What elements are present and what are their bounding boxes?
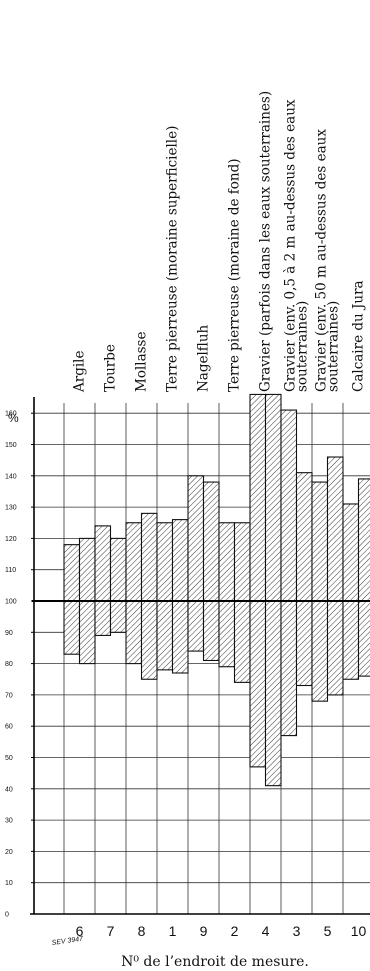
y-tick-label: 100 [5, 599, 17, 606]
category-label: Terre pierreuse (moraine de fond) [227, 158, 243, 392]
y-tick-label: 60 [5, 724, 13, 731]
reference-code: SEV 3947 [51, 936, 84, 947]
range-bar [295, 472, 313, 687]
x-tick-label: 3 [293, 923, 301, 939]
range-bar [264, 393, 282, 787]
y-tick-label: 70 [5, 692, 13, 699]
category-label: souterraines) [295, 301, 311, 392]
range-bar [326, 456, 344, 696]
category-label: Gravier (parfois dans les eaux souterrai… [258, 91, 274, 392]
x-tick-label: 4 [262, 923, 270, 939]
y-tick-label: 50 [5, 755, 13, 762]
range-bar [156, 522, 174, 671]
range-bar [218, 522, 236, 668]
category-label: Nagelfluh [196, 324, 212, 392]
y-tick-label: 20 [5, 849, 13, 856]
range-bar [187, 475, 205, 652]
y-tick-label: 40 [5, 786, 13, 793]
category-label: Argile [72, 351, 88, 393]
x-axis-label: N⁰ de l’endroit de mesure. [121, 954, 309, 970]
range-bar [202, 481, 220, 662]
x-tick-label: 10 [351, 923, 367, 939]
category-label: Gravier (env. 0,5 à 2 m au-dessus des ea… [283, 99, 299, 392]
range-bar [125, 522, 143, 665]
y-tick-label: 80 [5, 661, 13, 668]
category-label: Terre pierreuse (moraine superficielle) [165, 126, 181, 392]
range-bar [109, 537, 127, 633]
y-tick-label: 130 [5, 505, 17, 512]
category-label: souterraines) [326, 301, 342, 392]
range-bar [94, 525, 112, 636]
range-bar [249, 393, 267, 768]
x-tick-label: 9 [200, 923, 208, 939]
category-labels: 6 7 8 1 9 2 4 3 5 10 Argile Tourbe Mollasse Terre pie… [72, 91, 367, 939]
range-bar [140, 512, 158, 680]
y-tick-label: 10 [5, 880, 13, 887]
x-tick-label: 2 [231, 923, 239, 939]
range-bar [233, 522, 251, 683]
axes: 0 10 20 30 40 50 60 70 80 90 100 110 120 130 140 150 160 [5, 397, 370, 919]
bars [63, 393, 370, 787]
y-tick-label: 30 [5, 818, 13, 825]
category-label: Mollasse [134, 332, 150, 392]
x-tick-label: 1 [169, 923, 177, 939]
y-tick-label: 90 [5, 630, 13, 637]
y-tick-label: 150 [5, 442, 17, 449]
category-label: Gravier (env. 50 m au-dessus des eaux [314, 129, 330, 392]
x-tick-label: 7 [107, 923, 115, 939]
range-bar [171, 519, 189, 674]
y-tick-label: 140 [5, 473, 17, 480]
range-bar [280, 409, 298, 737]
range-bar [311, 481, 329, 702]
x-tick-label: 5 [324, 923, 332, 939]
x-tick-label: 6 [76, 923, 84, 939]
category-label: Tourbe [103, 344, 119, 392]
y-tick-label: 110 [5, 567, 16, 574]
y-tick-label: 160 [5, 411, 17, 418]
x-tick-label: 8 [138, 923, 146, 939]
y-tick-label: 120 [5, 536, 17, 543]
y-axis-unit-label: % [8, 411, 19, 425]
range-bar [63, 544, 81, 655]
range-bar [357, 478, 370, 677]
category-label: Calcaire du Jura [351, 280, 367, 392]
y-tick-label: 0 [5, 912, 9, 919]
range-bar [342, 503, 360, 680]
